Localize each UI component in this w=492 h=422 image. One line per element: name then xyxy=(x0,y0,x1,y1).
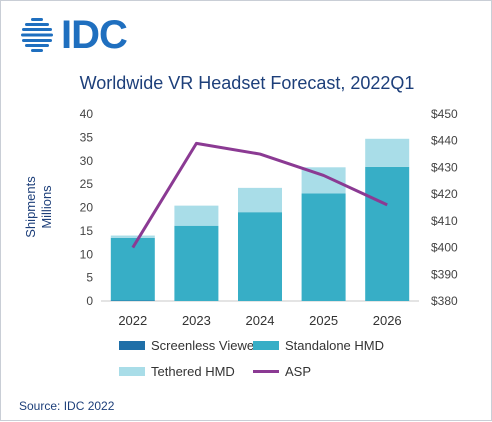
legend-label-tethered: Tethered HMD xyxy=(151,364,235,379)
y-axis-title: Shipments xyxy=(23,176,38,238)
x-tick-label: 2023 xyxy=(182,313,211,328)
y-tick-label: 20 xyxy=(80,201,94,215)
legend-label-asp: ASP xyxy=(285,364,311,379)
y-axis-title: Millions xyxy=(39,185,54,229)
y-tick-label: 0 xyxy=(86,294,93,308)
bar-tethered-hmd xyxy=(111,236,155,238)
legend-item-standalone: Standalone HMD xyxy=(253,338,384,353)
y2-tick-label: $400 xyxy=(431,241,458,255)
y2-tick-label: $390 xyxy=(431,267,458,281)
bar-standalone-hmd xyxy=(174,226,218,301)
y2-tick-label: $440 xyxy=(431,134,458,148)
legend-swatch-screenless xyxy=(119,341,145,350)
bar-tethered-hmd xyxy=(174,206,218,226)
legend-swatch-tethered xyxy=(119,367,145,376)
y2-tick-label: $410 xyxy=(431,214,458,228)
bars-layer xyxy=(111,139,409,301)
y-tick-label: 35 xyxy=(80,130,94,144)
legend-item-screenless: Screenless Viewer xyxy=(119,338,258,353)
bar-standalone-hmd xyxy=(238,212,282,301)
y-tick-label: 25 xyxy=(80,177,94,191)
y-tick-label: 5 xyxy=(86,271,93,285)
legend-item-tethered: Tethered HMD xyxy=(119,364,235,379)
bar-tethered-hmd xyxy=(238,188,282,212)
y2-tick-label: $430 xyxy=(431,160,458,174)
bar-standalone-hmd xyxy=(365,167,409,301)
legend-item-asp: ASP xyxy=(253,364,311,379)
y2-tick-label: $450 xyxy=(431,107,458,121)
x-tick-label: 2025 xyxy=(309,313,338,328)
x-tick-label: 2024 xyxy=(246,313,275,328)
x-tick-label: 2026 xyxy=(373,313,402,328)
legend-swatch-asp xyxy=(253,370,279,373)
legend-swatch-standalone xyxy=(253,341,279,350)
y2-tick-label: $380 xyxy=(431,294,458,308)
y-tick-label: 30 xyxy=(80,154,94,168)
legend-label-screenless: Screenless Viewer xyxy=(151,338,258,353)
y-tick-label: 15 xyxy=(80,224,94,238)
source-note: Source: IDC 2022 xyxy=(19,399,114,413)
bar-standalone-hmd xyxy=(302,193,346,301)
x-tick-label: 2022 xyxy=(118,313,147,328)
y-tick-label: 10 xyxy=(80,247,94,261)
y2-tick-label: $420 xyxy=(431,187,458,201)
bar-tethered-hmd xyxy=(365,139,409,167)
legend-label-standalone: Standalone HMD xyxy=(285,338,384,353)
y-tick-label: 40 xyxy=(80,107,94,121)
